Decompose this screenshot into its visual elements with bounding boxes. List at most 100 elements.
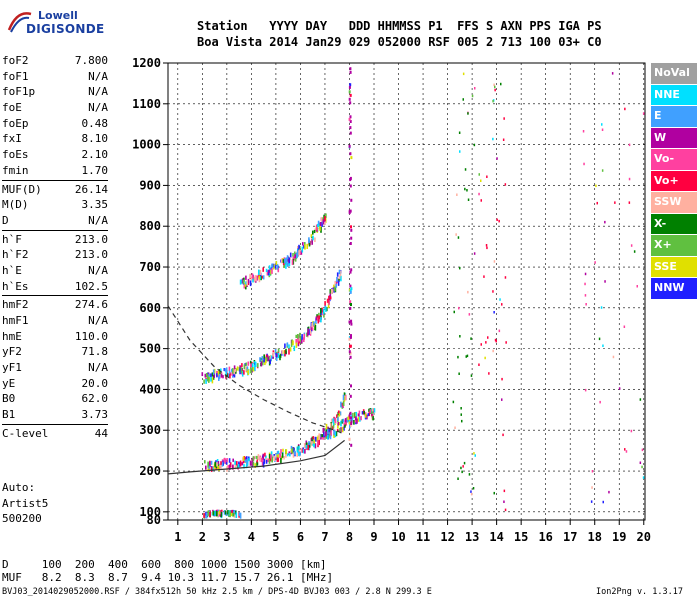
echo-point [273,455,276,462]
echo-point [220,511,223,518]
echo-point [243,364,246,370]
echo-point [314,324,317,331]
echo-point [205,465,207,470]
echo-point [349,394,352,398]
y-tick-label: 1200 [132,56,161,70]
echo-point [260,361,263,367]
echo-point [319,315,321,320]
echo-point [245,366,247,371]
footer-info: BVJ03_2014029052000.RSF / 384fx512h 50 k… [2,587,432,597]
echo-point [349,209,352,213]
echo-point [294,251,296,257]
echo-point [473,143,476,147]
echo-point [286,262,289,267]
param-value: 20.0 [81,376,109,390]
echo-point [252,461,255,466]
echo-point [281,350,283,355]
echo-point [367,413,370,417]
echo-point [628,201,631,204]
echo-point [241,363,243,367]
echo-point [308,241,311,247]
auto-artist: Artist5 [2,496,49,510]
echo-point [256,462,259,466]
echo-point [278,454,281,458]
echo-point [297,338,299,343]
echo-point [582,130,585,133]
echo-point [268,265,271,270]
echo-point [276,457,279,463]
echo-point [283,456,285,460]
echo-point [249,273,252,279]
echo-point [263,354,265,359]
echo-point [312,436,315,440]
echo-point [478,173,480,176]
legend-item: X+ [651,235,697,256]
echo-point [327,426,329,432]
echo-point [207,510,210,516]
echo-point [322,427,325,433]
echo-point [352,412,354,418]
echo-point [262,461,265,468]
echo-point [260,457,263,463]
echo-point [608,490,610,494]
echo-point [275,355,278,361]
echo-point [221,509,223,514]
echo-point [320,317,322,323]
echo-point [254,275,257,281]
echo-point [256,459,259,465]
echo-point [286,255,289,259]
echo-point [349,335,352,339]
param-row: B0 62.0 [2,391,108,407]
echo-point [325,213,327,218]
echo-point [285,449,288,455]
echo-point [310,437,313,443]
echo-point [584,272,587,276]
echo-point [499,298,501,301]
echo-point [318,312,320,317]
echo-point [236,461,238,466]
echo-point [276,353,279,357]
echo-point [356,418,358,424]
echo-point [252,275,254,279]
echo-point [328,300,330,306]
echo-point [467,290,469,294]
echo-point [218,466,220,472]
echo-point [496,157,498,160]
echo-point [233,371,236,378]
echo-point [349,300,352,304]
echo-point [358,410,361,414]
echo-point [229,511,231,518]
echo-point [283,350,285,354]
y-tick-label: 1100 [132,97,161,111]
echo-point [234,460,236,465]
echo-point [488,372,490,375]
echo-point [325,306,327,312]
echo-point [322,219,325,225]
echo-point [308,446,311,451]
echo-point [348,117,351,121]
echo-point [628,143,631,147]
param-value: 1.70 [81,163,109,177]
echo-point [354,416,357,421]
echo-point [500,82,502,86]
param-row: hmE 110.0 [2,329,108,345]
echo-point [600,306,603,309]
echo-point [219,372,222,377]
param-row: foE N/A [2,100,108,116]
echo-point [335,431,338,437]
echo-point [473,252,476,255]
echo-point [235,512,238,518]
echo-point [317,440,319,446]
echo-point [306,332,309,337]
echo-point [231,372,233,376]
echo-point [337,423,339,429]
echo-point [311,322,313,328]
echo-point [492,290,494,293]
echo-point [494,338,497,342]
profile-curve [167,305,345,435]
echo-point [325,431,327,437]
param-name: h`Es [2,279,29,293]
param-name: hmF1 [2,314,29,327]
echo-point [289,347,292,352]
echo-point [217,461,220,465]
